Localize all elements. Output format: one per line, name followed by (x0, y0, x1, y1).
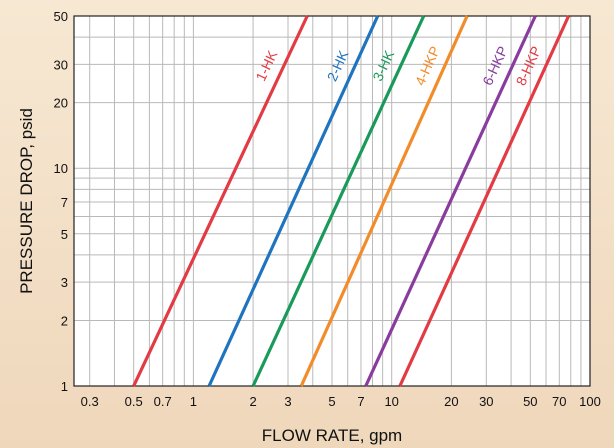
series-line-6-hkp (364, 15, 537, 387)
y-tick-label: 20 (54, 96, 68, 111)
x-tick-label: 70 (552, 394, 566, 409)
y-tick-label: 3 (61, 275, 68, 290)
x-tick-label: 20 (444, 394, 458, 409)
series-line-8-hkp (398, 15, 571, 387)
y-tick-label: 2 (61, 313, 68, 328)
x-axis-title: FLOW RATE, gpm (262, 426, 402, 445)
y-axis-title: PRESSURE DROP, psid (17, 108, 36, 294)
x-tick-label: 0.7 (154, 394, 172, 409)
x-tick-label: 50 (523, 394, 537, 409)
y-tick-label: 1 (61, 379, 68, 394)
x-tick-label: 30 (479, 394, 493, 409)
x-tick-label: 2 (249, 394, 256, 409)
x-tick-label: 0.5 (125, 394, 143, 409)
x-tick-label: 0.3 (81, 394, 99, 409)
series-line-2-hk (207, 15, 380, 387)
y-tick-label: 10 (54, 161, 68, 176)
y-tick-label: 5 (61, 227, 68, 242)
plot-border (73, 15, 591, 387)
x-tick-label: 1 (190, 394, 197, 409)
y-tick-label: 30 (54, 57, 68, 72)
x-tick-label: 5 (328, 394, 335, 409)
y-tick-label: 50 (54, 9, 68, 24)
series-line-1-hk (132, 15, 309, 387)
series-line-3-hk (251, 15, 426, 387)
y-tick-label: 7 (61, 195, 68, 210)
x-tick-label: 3 (284, 394, 291, 409)
x-tick-label: 10 (384, 394, 398, 409)
series-line-4-hkp (299, 15, 469, 387)
x-tick-label: 7 (357, 394, 364, 409)
x-tick-label: 100 (579, 394, 601, 409)
